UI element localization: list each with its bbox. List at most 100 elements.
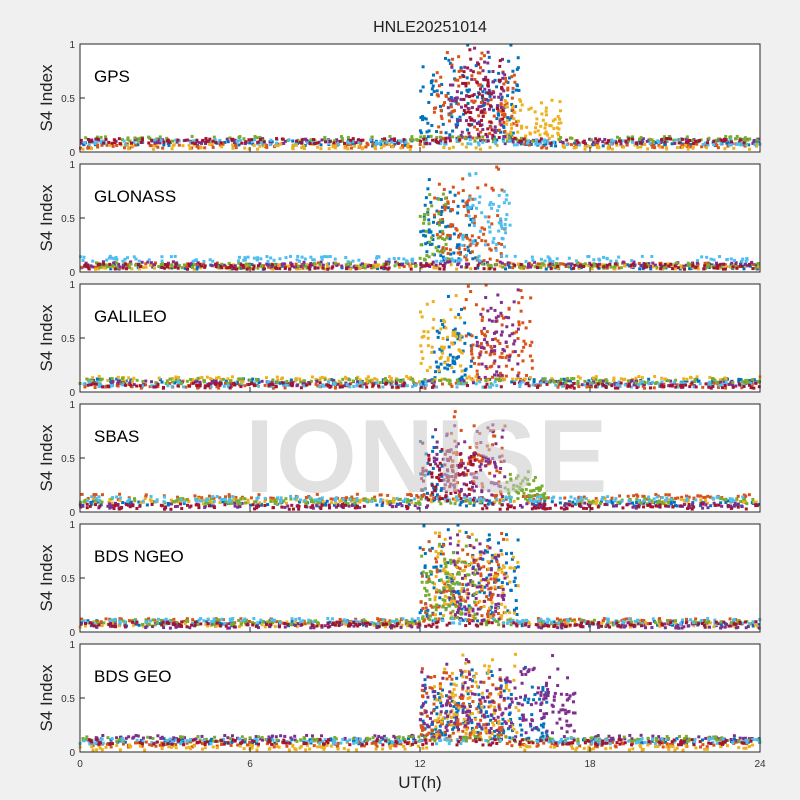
data-point — [104, 137, 108, 141]
data-point — [471, 219, 475, 223]
data-point — [449, 96, 453, 100]
data-point — [509, 495, 513, 499]
data-point — [524, 326, 528, 330]
data-point — [507, 358, 511, 362]
data-point — [724, 386, 728, 390]
data-point — [734, 265, 738, 269]
data-point — [320, 496, 324, 500]
data-point — [479, 468, 483, 472]
data-point — [435, 329, 439, 333]
data-point — [346, 147, 350, 151]
data-point — [370, 500, 374, 504]
data-point — [267, 383, 271, 387]
data-point — [555, 126, 559, 130]
data-point — [691, 501, 695, 505]
data-point — [464, 84, 468, 88]
data-point — [262, 267, 266, 271]
data-point — [556, 115, 560, 119]
data-point — [409, 145, 413, 149]
data-point — [239, 266, 243, 270]
data-point — [566, 379, 570, 383]
data-point — [488, 94, 492, 98]
data-point — [388, 500, 392, 504]
data-point — [91, 265, 95, 269]
data-point — [512, 73, 516, 77]
data-point — [471, 485, 475, 489]
data-point — [247, 263, 251, 267]
figure-title: HNLE20251014 — [373, 19, 487, 36]
data-point — [604, 386, 608, 390]
data-point — [730, 261, 734, 265]
data-point — [210, 377, 214, 381]
data-point — [258, 140, 262, 144]
data-point — [299, 380, 303, 384]
data-point — [468, 138, 472, 142]
data-point — [158, 135, 162, 139]
data-point — [309, 255, 313, 259]
data-point — [156, 382, 160, 386]
data-point — [117, 137, 121, 141]
data-point — [664, 145, 668, 149]
data-point — [723, 267, 727, 271]
data-point — [515, 123, 519, 127]
data-point — [662, 382, 666, 386]
data-point — [279, 142, 283, 146]
data-point — [304, 505, 308, 509]
data-point — [691, 503, 695, 507]
data-point — [177, 143, 181, 147]
data-point — [218, 501, 222, 505]
data-point — [227, 495, 231, 499]
data-point — [139, 265, 143, 269]
data-point — [691, 264, 695, 268]
data-point — [321, 384, 325, 388]
data-point — [610, 384, 614, 388]
data-point — [315, 379, 319, 383]
data-point — [82, 255, 86, 259]
data-point — [516, 362, 520, 366]
data-point — [271, 267, 275, 271]
data-point — [429, 200, 433, 204]
data-point — [285, 379, 289, 383]
data-point — [456, 472, 460, 476]
data-point — [613, 499, 617, 503]
data-point — [388, 379, 392, 383]
data-point — [384, 266, 388, 270]
data-point — [298, 377, 302, 381]
data-point — [136, 143, 140, 147]
data-point — [335, 263, 339, 267]
data-point — [79, 255, 83, 259]
data-point — [471, 356, 475, 360]
data-point — [659, 267, 663, 271]
data-point — [440, 349, 444, 353]
data-point — [95, 140, 99, 144]
data-point — [453, 330, 457, 334]
data-point — [716, 266, 720, 270]
data-point — [486, 50, 490, 54]
data-point — [115, 143, 119, 147]
data-point — [313, 142, 317, 146]
data-point — [500, 503, 504, 507]
data-point — [381, 139, 385, 143]
data-point — [361, 264, 365, 268]
data-point — [479, 342, 483, 346]
data-point — [435, 452, 439, 456]
data-point — [151, 265, 155, 269]
data-point — [116, 381, 120, 385]
data-point — [302, 147, 306, 151]
data-point — [85, 377, 89, 381]
data-point — [481, 138, 485, 142]
data-point — [511, 86, 515, 90]
data-point — [134, 263, 138, 267]
data-point — [483, 101, 487, 105]
data-point — [673, 264, 677, 268]
data-point — [516, 130, 520, 134]
data-point — [314, 377, 318, 381]
data-point — [195, 145, 199, 149]
data-point — [277, 263, 281, 267]
data-point — [703, 261, 707, 265]
data-point — [583, 379, 587, 383]
data-point — [294, 377, 298, 381]
data-point — [79, 505, 83, 509]
data-point — [401, 499, 405, 503]
data-point — [480, 488, 484, 492]
